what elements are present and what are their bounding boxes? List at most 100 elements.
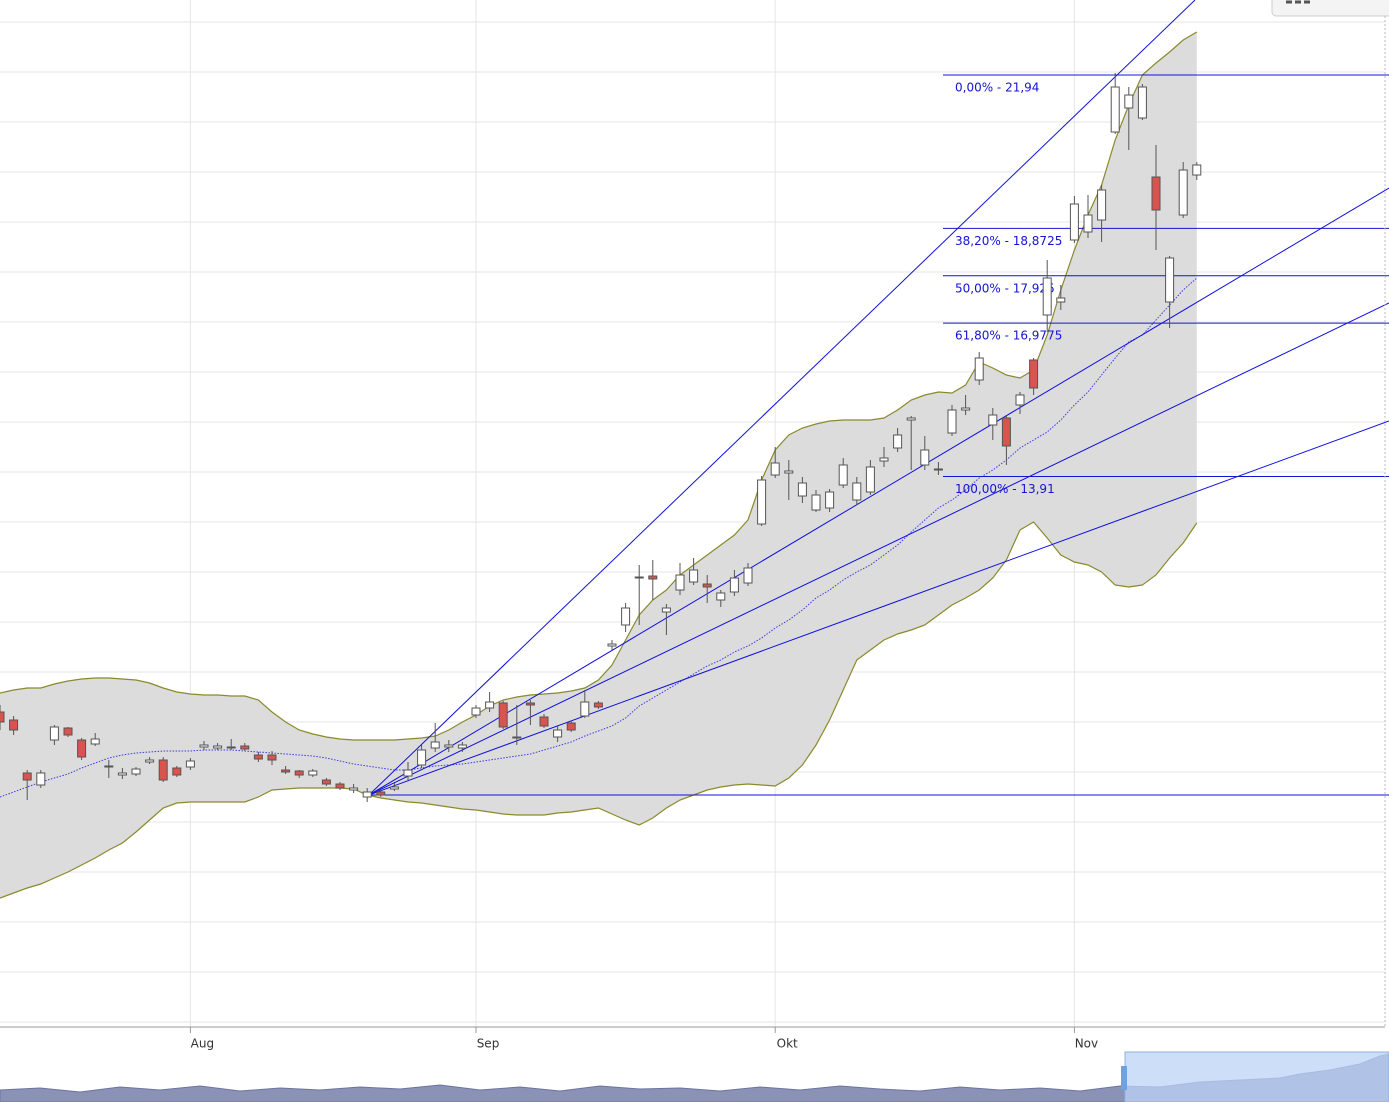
candle-body [158, 759, 168, 781]
candle-body [974, 357, 984, 381]
candle-body [226, 746, 236, 749]
candle-body [593, 702, 603, 708]
candle-body [36, 772, 46, 786]
candle-body [294, 770, 304, 776]
fan-line [368, 420, 1389, 796]
candle-body [729, 577, 739, 593]
candle-body [1110, 86, 1120, 133]
middle-band [0, 277, 1198, 798]
candle-body [689, 569, 699, 583]
candle-body [743, 567, 753, 584]
candle-body [213, 745, 223, 749]
candle-body [281, 769, 291, 773]
candle-body [702, 583, 712, 588]
candle-body [757, 479, 767, 525]
candle-body [1056, 297, 1066, 303]
candle-body [865, 466, 875, 493]
candle-body [1042, 277, 1052, 316]
upper-band [0, 31, 1198, 741]
axes [0, 0, 1386, 1028]
bollinger-bands [0, 31, 1198, 899]
candle-body [988, 414, 998, 426]
candle-body [716, 592, 726, 601]
candle-body [471, 707, 481, 716]
candle-body [1083, 214, 1093, 233]
candle-body [770, 462, 780, 476]
candle-body [376, 791, 386, 796]
candle-body [172, 767, 182, 776]
candle-body [308, 770, 318, 776]
candle-body [1178, 169, 1188, 216]
navigator-selection[interactable] [1124, 1051, 1389, 1102]
candle-body [335, 783, 345, 789]
candle-body [1151, 176, 1161, 211]
candle-body [63, 727, 73, 736]
navigator-handle[interactable] [1121, 1066, 1127, 1090]
fib-label: 38,20% - 18,8725 [955, 234, 1062, 248]
x-tick-label: Nov [1075, 1037, 1098, 1051]
fib-label: 50,00% - 17,925 [955, 281, 1055, 295]
candle-body [1097, 189, 1107, 221]
candle-body [362, 791, 372, 798]
fib-label: 0,00% - 21,94 [955, 81, 1039, 95]
candle-body [90, 738, 100, 745]
menu-button-bg[interactable] [1271, 0, 1389, 17]
candle-body [1069, 203, 1079, 241]
candle-body [539, 716, 549, 727]
candle-body [22, 772, 32, 781]
candle-body [553, 729, 563, 738]
candle-body [0, 711, 5, 723]
fan-line [368, 187, 1389, 796]
candle-body [580, 701, 590, 717]
candle-body [403, 769, 413, 777]
candle-body [9, 719, 19, 731]
candle-body [566, 722, 576, 731]
candle-body [267, 754, 277, 761]
candles [0, 73, 1202, 802]
candle-body [893, 434, 903, 449]
candle-body [321, 779, 331, 785]
candle-body [253, 754, 263, 760]
candle-body [104, 765, 114, 768]
x-tick-label: Okt [777, 1037, 798, 1051]
menu-button[interactable] [1271, 0, 1389, 17]
band-fill [0, 32, 1197, 898]
candle-body [512, 736, 522, 739]
candle-body [825, 491, 835, 509]
candle-body [525, 702, 535, 706]
candle-body [648, 575, 658, 580]
candle-body [1029, 359, 1039, 389]
fan-line [368, 0, 1196, 796]
candle-body [145, 759, 155, 763]
candle-body [784, 470, 794, 474]
candle-body [199, 744, 209, 748]
candle-body [920, 449, 930, 466]
candle-body [811, 494, 821, 511]
candle-body [797, 482, 807, 497]
candle-body [77, 739, 87, 758]
candle-body [485, 701, 495, 709]
candle-body [961, 407, 971, 411]
candle-body [933, 468, 943, 471]
candle-body [389, 786, 399, 790]
candle-body [498, 702, 508, 728]
fibonacci-levels: 0,00% - 21,94 38,20% - 18,8725 50,00% - 17… [943, 74, 1389, 496]
candle-body [349, 787, 359, 791]
candle-body [1165, 257, 1175, 303]
candle-body [852, 482, 862, 501]
candle-body [1001, 417, 1011, 447]
navigator[interactable] [0, 1051, 1389, 1102]
candle-body [947, 409, 957, 434]
fib-label: 100,00% - 13,91 [955, 482, 1055, 496]
candle-body [417, 749, 427, 766]
candle-body [1137, 86, 1147, 119]
candle-body [675, 574, 685, 591]
candle-body [131, 768, 141, 775]
candle-body [1192, 164, 1202, 176]
candle-body [117, 772, 127, 776]
x-tick-label: Sep [477, 1037, 500, 1051]
candle-body [906, 417, 916, 421]
candle-body [621, 607, 631, 626]
